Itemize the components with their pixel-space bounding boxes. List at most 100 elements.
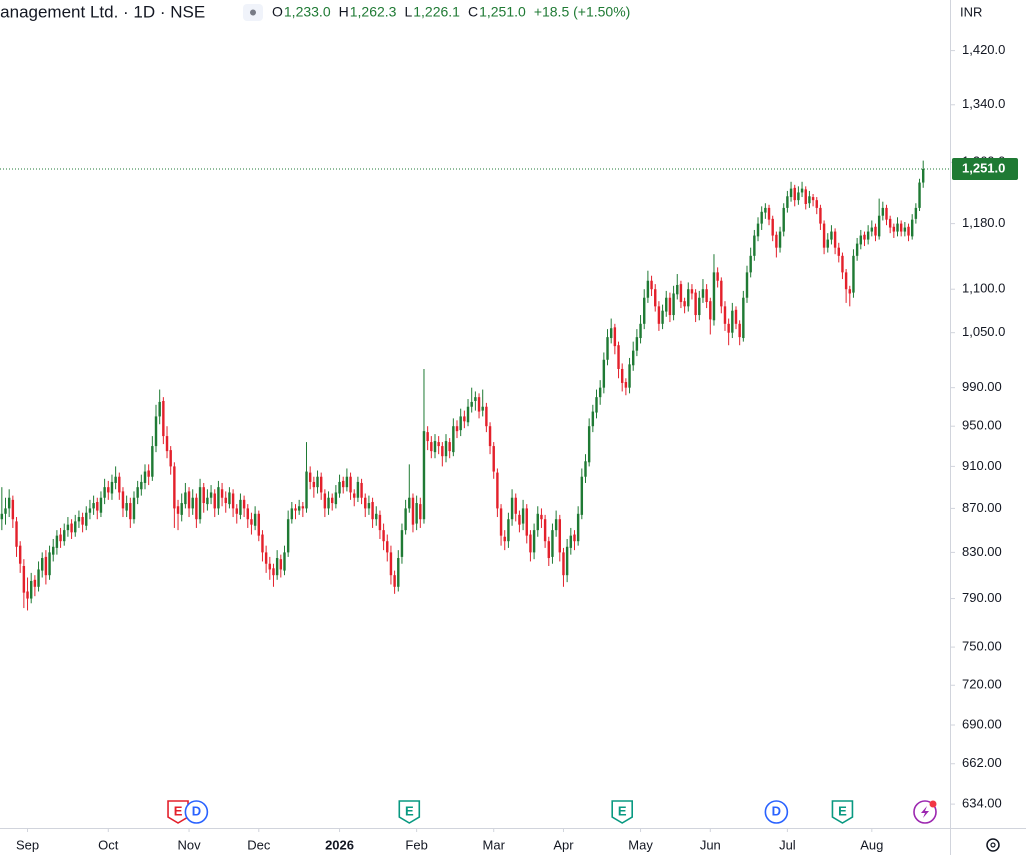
candle-body — [323, 493, 327, 509]
candle-body — [738, 323, 741, 338]
candle-body — [833, 231, 837, 248]
candle-body — [231, 493, 235, 509]
candle-body — [319, 476, 323, 493]
candle-body — [870, 227, 874, 232]
y-tick-label: 830.00 — [962, 544, 1002, 559]
candle-body — [103, 487, 106, 498]
candle-body — [22, 565, 26, 593]
candle-body — [874, 226, 877, 236]
x-tick-label: Sep — [16, 837, 39, 852]
settings-icon[interactable] — [986, 838, 1000, 852]
x-tick-label: Mar — [483, 837, 506, 852]
candle-body — [308, 472, 312, 482]
candle-body — [694, 292, 697, 316]
legend-value: 1,233.0 — [284, 4, 331, 20]
candle-body — [690, 289, 694, 294]
candle-body — [312, 481, 316, 488]
candle-body — [88, 508, 92, 513]
candle-body — [624, 382, 628, 388]
event-badge — [184, 800, 209, 824]
y-tick-label: 720.00 — [962, 677, 1002, 692]
candle-body — [745, 272, 749, 298]
visibility-toggle[interactable] — [243, 4, 263, 21]
candle-body — [903, 227, 907, 232]
candle-body — [888, 218, 892, 228]
candle-body — [800, 188, 804, 193]
candle-body — [672, 293, 675, 316]
candle-body — [705, 289, 708, 303]
candle-body — [301, 506, 305, 509]
candle-body — [657, 306, 661, 324]
candle-body — [907, 226, 910, 236]
legend-key: L — [404, 4, 412, 20]
candle-body — [279, 559, 283, 570]
candle-body — [52, 546, 55, 555]
candle-body — [70, 523, 73, 533]
candle-body — [921, 169, 925, 183]
candle-body — [74, 521, 77, 533]
legend-value: 1,226.1 — [413, 4, 460, 20]
candle-body — [191, 497, 194, 509]
candle-body — [400, 530, 404, 557]
candle-body — [330, 497, 334, 504]
candle-body — [797, 192, 800, 201]
candle-body — [595, 397, 598, 413]
candle-body — [242, 499, 246, 509]
candle-body — [48, 552, 51, 576]
candle-body — [63, 530, 66, 542]
candle-body — [485, 406, 488, 427]
x-tick-label: Aug — [860, 837, 883, 852]
candle-body — [393, 575, 396, 587]
candle-body — [855, 243, 859, 256]
candle-body — [29, 580, 33, 599]
candle-body — [452, 426, 455, 453]
candle-body — [371, 501, 374, 520]
candle-body — [41, 558, 44, 571]
y-tick-label: 1,180.0 — [962, 215, 1005, 230]
candle-body — [305, 471, 308, 509]
candle-body — [474, 397, 477, 401]
candle-body — [129, 503, 132, 520]
y-tick-label: 870.00 — [962, 500, 1002, 515]
candle-body — [261, 534, 264, 553]
candle-body — [397, 558, 400, 587]
candle-body — [830, 231, 833, 240]
candle-body — [169, 450, 172, 467]
candle-body — [338, 481, 341, 494]
candle-body — [419, 504, 422, 520]
candle-body — [918, 182, 921, 208]
legend-key: H — [339, 4, 349, 20]
candle-body — [481, 406, 484, 411]
candle-body — [775, 234, 778, 248]
candle-body — [375, 513, 378, 520]
candle-body — [404, 508, 407, 531]
legend-value: 1,251.0 — [479, 4, 526, 20]
candle-body — [503, 536, 506, 542]
candle-body — [584, 461, 587, 477]
candle-body — [195, 497, 198, 520]
candle-body — [837, 247, 840, 256]
candle-body — [294, 508, 297, 511]
event-label: D — [772, 803, 781, 818]
candle-body — [514, 497, 517, 514]
candle-body — [819, 207, 822, 224]
candle-body — [4, 508, 7, 514]
candle-body — [529, 534, 532, 553]
candle-body — [591, 411, 595, 427]
candle-body — [33, 579, 37, 587]
candle-body — [848, 289, 851, 294]
candle-body — [316, 476, 319, 488]
candle-body — [606, 337, 609, 360]
candle-body — [488, 426, 492, 447]
candle-body — [712, 272, 716, 321]
candle-body — [742, 297, 745, 339]
candle-body — [826, 239, 829, 248]
candle-body — [639, 323, 642, 339]
candle-body — [532, 530, 536, 553]
y-tick-label: 1,420.0 — [962, 42, 1005, 57]
candle-body — [217, 487, 220, 509]
candle-body — [158, 401, 161, 417]
candle-body — [866, 231, 870, 240]
currency[interactable]: INR — [960, 4, 982, 19]
